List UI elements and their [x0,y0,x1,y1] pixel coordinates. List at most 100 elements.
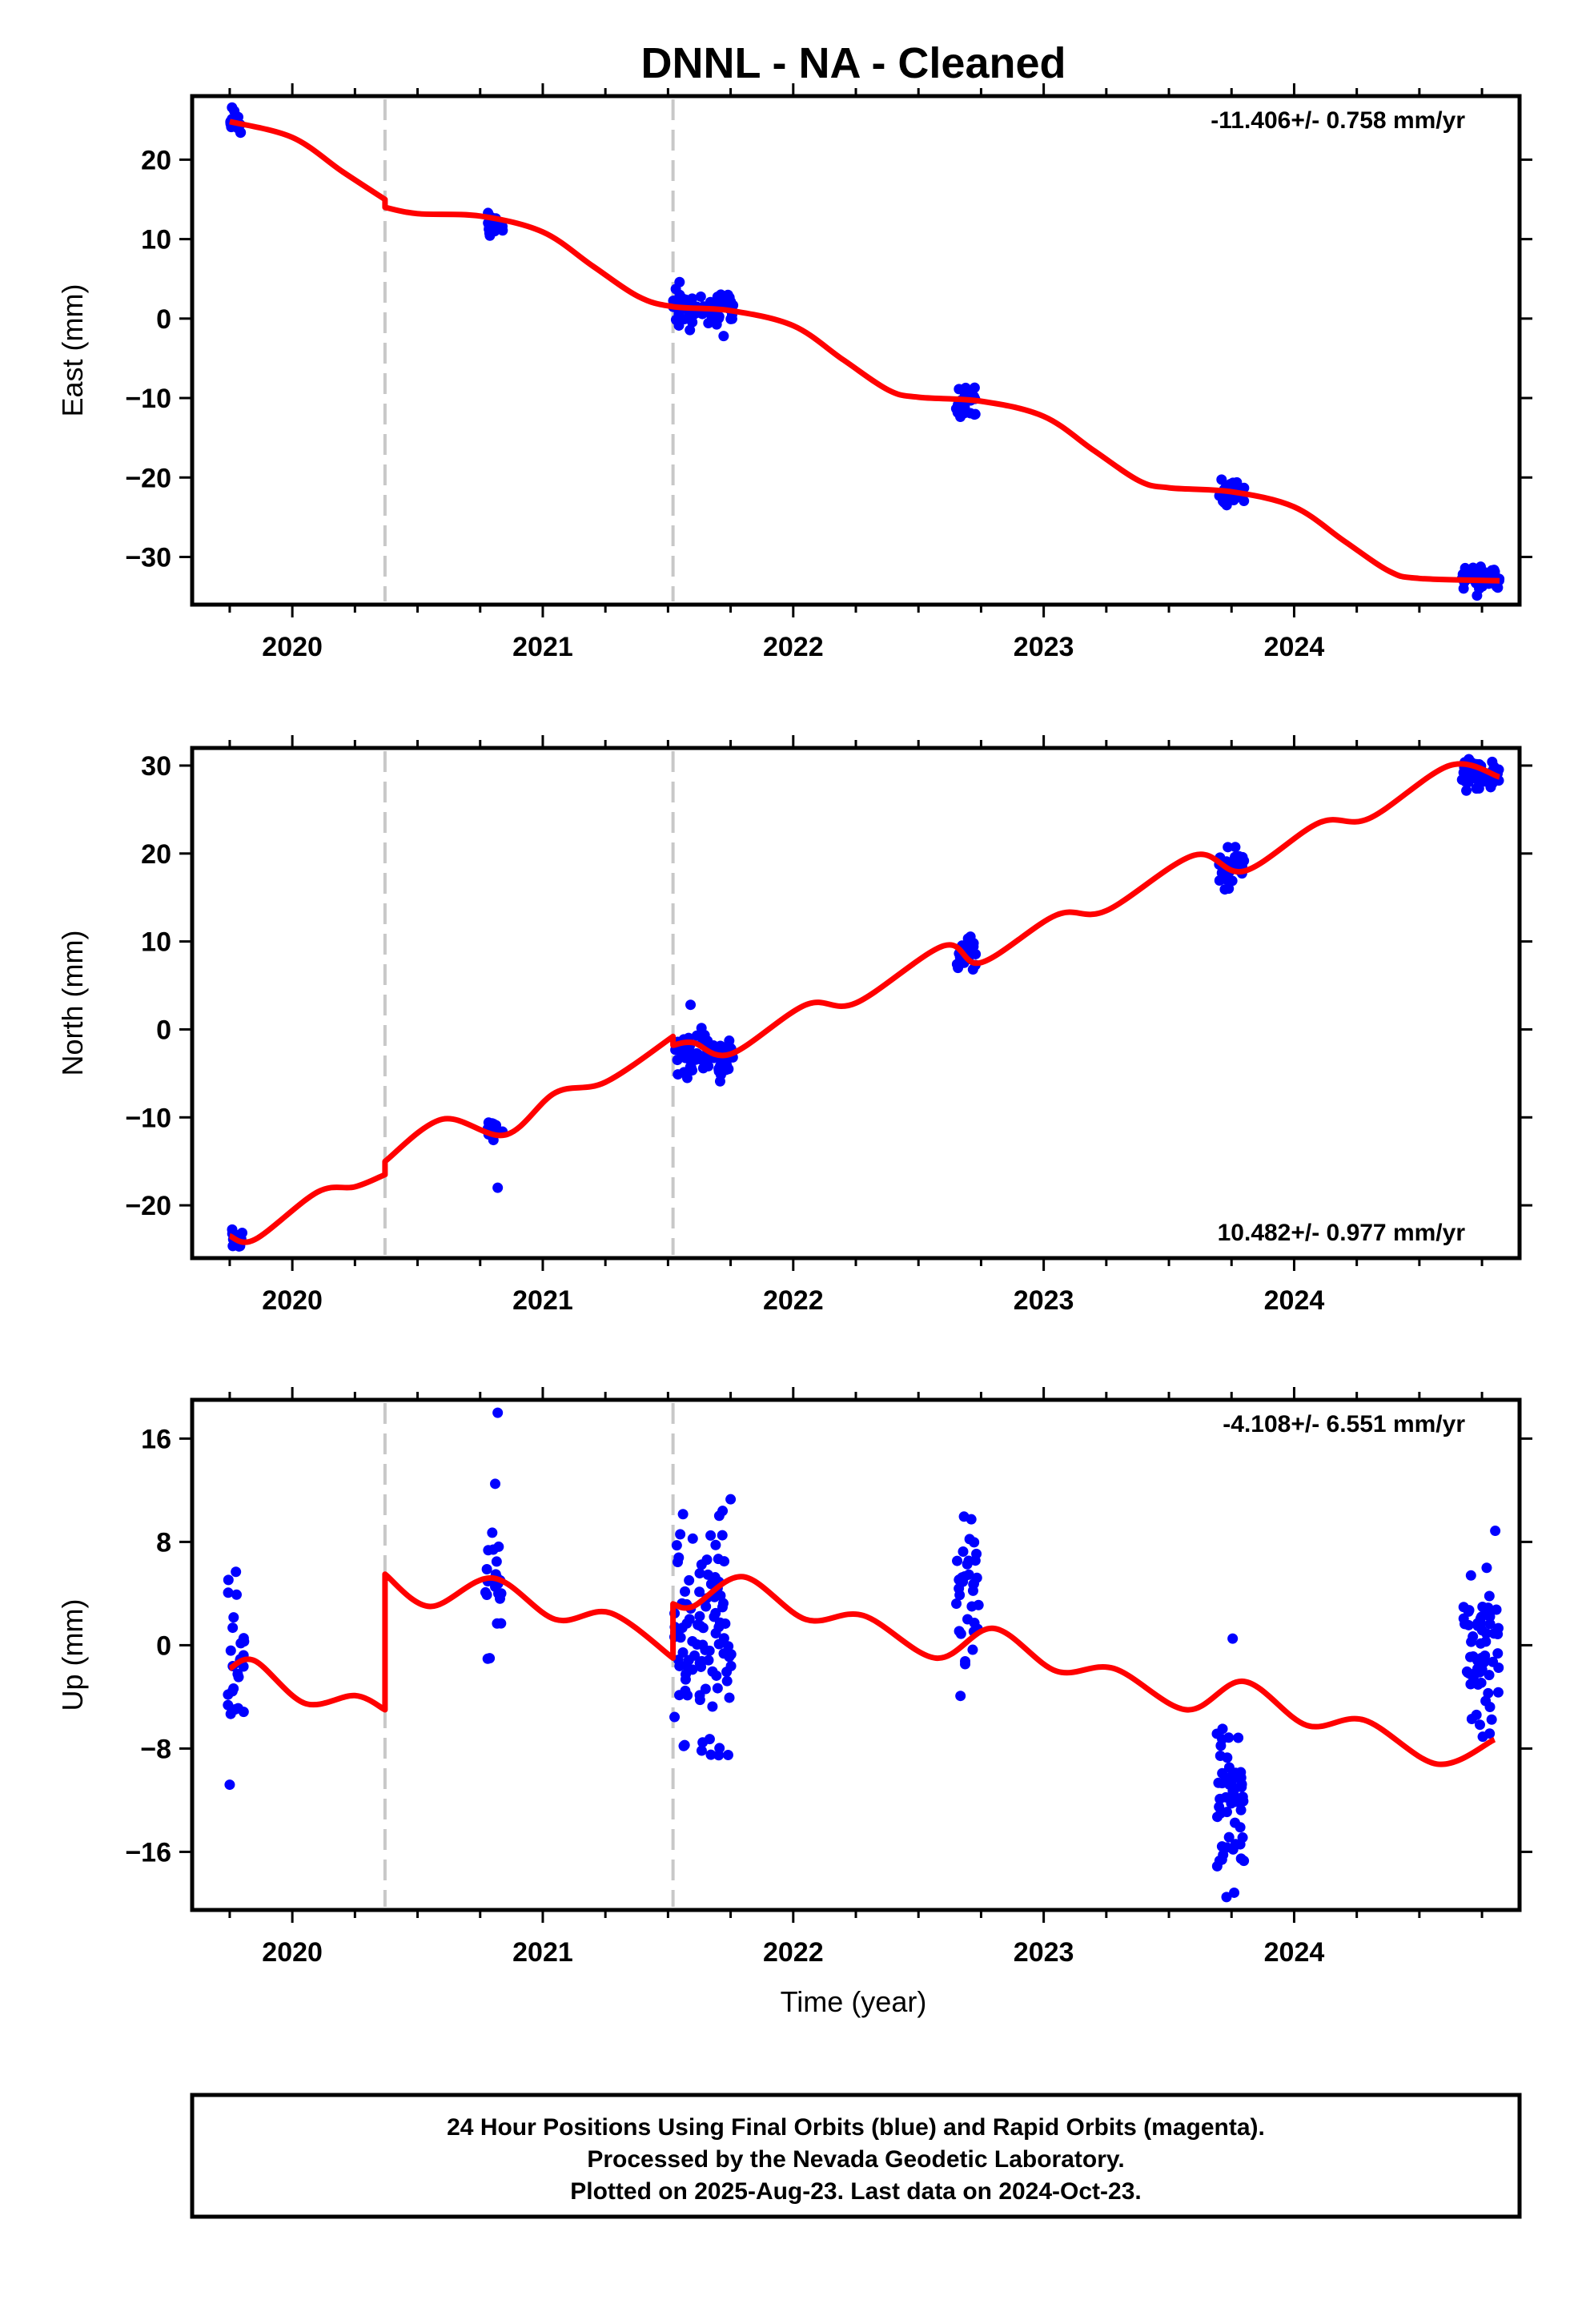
data-point [223,1587,234,1598]
data-point [951,1598,962,1610]
data-point [1230,842,1241,853]
y-tick-label: 0 [156,304,171,335]
data-point [718,1633,729,1644]
data-point [1466,1636,1477,1647]
data-point [958,1546,969,1558]
data-point [1233,1732,1244,1743]
data-point [1484,1618,1496,1630]
data-point [1465,1570,1476,1581]
y-axis-label: Up (mm) [56,1599,89,1711]
data-point [1461,766,1472,777]
data-point [713,1510,725,1522]
data-point [1230,1796,1241,1807]
data-point [1484,1611,1496,1622]
data-point [1466,1714,1477,1725]
data-point [955,1691,966,1702]
data-point [1462,1667,1473,1679]
data-point [966,1514,977,1525]
data-point [231,1589,242,1600]
data-point [1487,778,1498,789]
data-point [962,1558,973,1570]
data-point [1460,562,1471,573]
y-tick-label: 0 [156,1015,171,1045]
y-tick-label: −16 [125,1837,171,1868]
data-point [670,283,681,295]
data-point [492,1618,503,1629]
data-point [1472,1618,1484,1629]
x-tick-label: 2021 [512,632,573,662]
data-point [224,1779,235,1791]
data-point [705,1749,717,1760]
data-point [1214,875,1225,887]
data-point [1483,1687,1494,1699]
footer-line-3: Plotted on 2025-Aug-23. Last data on 202… [570,2178,1142,2205]
data-point [697,1655,708,1667]
data-point [717,1530,728,1541]
footer-line-2: Processed by the Nevada Geodetic Laborat… [587,2146,1124,2173]
data-point [952,1555,963,1566]
data-point [1492,1687,1504,1698]
data-point [490,1478,501,1490]
data-point [1490,1526,1501,1537]
data-point [1228,493,1239,504]
data-point [694,1568,705,1579]
data-point [971,1548,982,1559]
y-tick-label: 10 [141,927,171,958]
data-point [723,1641,734,1652]
data-point [487,1527,498,1538]
data-point [695,291,706,302]
data-point [1223,842,1234,853]
data-point [677,1647,689,1658]
data-point [691,1030,702,1041]
data-point [1216,474,1227,485]
data-point [233,1671,244,1683]
data-point [225,1645,236,1656]
x-tick-label: 2020 [262,1285,323,1316]
data-point [722,1749,733,1760]
data-point [965,931,976,943]
data-point [1473,782,1484,794]
data-point [689,1650,701,1661]
data-point [1215,1807,1227,1819]
data-point [718,331,729,342]
data-point [717,1602,728,1613]
x-tick-label: 2020 [262,1937,323,1968]
data-point [1215,1750,1226,1761]
model-fit-line [228,761,1501,1245]
y-tick-label: 8 [156,1527,171,1558]
data-point [1227,1633,1239,1644]
y-tick-label: 20 [141,839,171,870]
data-point [715,1040,726,1051]
data-point [1213,1777,1224,1788]
x-axis-label: Time (year) [781,1985,927,2018]
data-point [228,1683,239,1695]
data-point [1217,1723,1228,1735]
data-point [687,1065,698,1076]
data-point [227,102,238,113]
data-point [694,1610,705,1622]
velocity-rate-label: -4.108+/- 6.551 mm/yr [1223,1411,1465,1437]
data-point [1456,774,1468,786]
data-point [225,1708,236,1719]
data-point [689,1052,701,1063]
data-point [722,289,733,300]
data-point [497,225,508,236]
data-point [1221,1892,1232,1903]
x-tick-label: 2024 [1264,1937,1325,1968]
data-layer [225,102,1505,601]
data-point [707,1701,718,1712]
data-point [223,1574,234,1586]
data-point [697,1737,709,1748]
data-point [703,317,714,328]
data-point [702,1569,713,1580]
data-point [960,1656,971,1667]
y-axis-label: East (mm) [56,284,89,417]
data-point [675,1529,686,1540]
data-point [1474,1719,1485,1731]
data-point [1229,1887,1240,1898]
data-point [672,1055,683,1066]
data-point [481,1589,492,1600]
model-fit-line [228,1571,1496,1767]
data-layer [223,1407,1504,1903]
